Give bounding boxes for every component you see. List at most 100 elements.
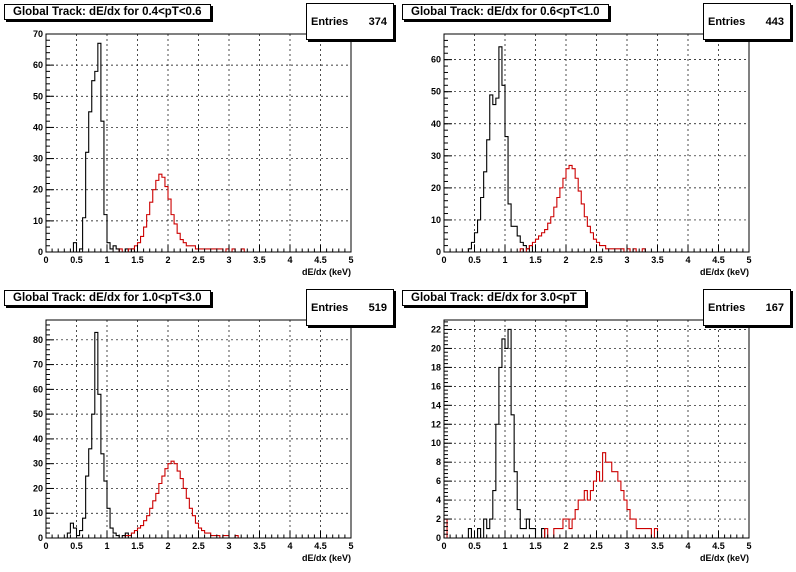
x-tick-label: 3 [226,541,231,551]
x-tick-label: 4 [287,255,292,265]
stats-box: Entries 167 [703,289,791,326]
y-tick-label: 10 [431,438,441,448]
x-tick-label: 3.5 [253,255,266,265]
stats-value: 167 [765,302,784,314]
x-tick-label: 1.5 [529,541,542,551]
y-tick-label: 10 [431,215,441,225]
y-tick-label: 4 [436,495,441,505]
x-tick-label: 2.5 [192,541,205,551]
stats-label: Entries [708,302,746,314]
plot-title: Global Track: dE/dx for 3.0<pT [402,290,586,306]
x-tick-label: 3 [624,541,629,551]
stats-label: Entries [311,302,349,314]
x-tick-label: 0.5 [70,255,83,265]
x-tick-label: 2.5 [192,255,205,265]
y-tick-label: 60 [33,60,43,70]
plot-svg: 0 0.5 1 1.5 2 2.5 3 3.5 4 4.5 5010203040506070dE/d… [33,29,354,277]
plot-title: Global Track: dE/dx for 1.0<pT<3.0 [4,290,211,306]
x-tick-label: 0 [441,541,446,551]
x-tick-label: 3.5 [253,541,266,551]
x-tick-label: 2 [563,255,568,265]
x-tick-label: 1 [104,541,109,551]
x-tick-label: 1.5 [131,541,144,551]
x-tick-label: 2 [165,541,170,551]
y-tick-label: 6 [436,476,441,486]
y-tick-label: 50 [431,87,441,97]
x-tick-label: 5 [746,541,751,551]
x-tick-label: 4 [685,255,690,265]
stats-label: Entries [708,16,746,28]
histogram-series-2 [107,173,321,253]
y-tick-label: 60 [431,55,441,65]
x-tick-label: 0.5 [468,541,481,551]
y-tick-label: 2 [436,514,441,524]
y-tick-label: 0 [38,247,43,257]
histogram-panel-4: 0 0.5 1 1.5 2 2.5 3 3.5 4 4.5 5 0 2 4 6 8 10 12 14 16 18 20 22… [398,286,796,572]
x-tick-label: 1.5 [529,255,542,265]
y-tick-label: 50 [33,409,43,419]
y-tick-label: 30 [33,459,43,469]
x-tick-label: 4.5 [712,541,725,551]
x-tick-label: 5 [746,255,751,265]
y-tick-label: 20 [33,185,43,195]
x-tick-label: 3 [624,255,629,265]
x-tick-label: 5 [348,255,353,265]
y-tick-label: 10 [33,508,43,518]
y-tick-label: 12 [431,419,441,429]
x-tick-label: 0 [43,541,48,551]
y-tick-label: 22 [431,324,441,334]
x-tick-label: 4.5 [712,255,725,265]
x-tick-label: 2.5 [590,541,603,551]
x-tick-label: 1 [502,541,507,551]
plot-svg: 0 0.5 1 1.5 2 2.5 3 3.5 4 4.5 501020304050607080dE… [33,319,354,563]
y-tick-label: 40 [431,119,441,129]
stats-box: Entries 443 [703,3,791,40]
stats-box: Entries 519 [306,289,394,326]
histogram-series-1 [72,42,135,253]
x-tick-label: 0 [441,255,446,265]
x-axis-label: dE/dx (keV) [302,267,351,277]
x-tick-label: 2 [563,541,568,551]
stats-value: 519 [368,302,387,314]
y-tick-label: 70 [33,360,43,370]
plot-title: Global Track: dE/dx for 0.6<pT<1.0 [402,4,609,20]
y-tick-label: 10 [33,216,43,226]
y-tick-label: 30 [431,151,441,161]
y-tick-label: 14 [431,400,441,410]
x-axis-label: dE/dx (keV) [700,267,749,277]
y-tick-label: 40 [33,434,43,444]
x-tick-label: 4 [287,541,292,551]
x-tick-label: 4.5 [314,541,327,551]
y-tick-label: 70 [33,29,43,39]
x-tick-label: 1 [104,255,109,265]
x-tick-label: 4.5 [314,255,327,265]
y-tick-label: 0 [436,247,441,257]
x-tick-label: 3.5 [651,541,664,551]
x-tick-label: 3 [226,255,231,265]
histogram-panel-3: 0 0.5 1 1.5 2 2.5 3 3.5 4 4.5 5 0 10 20 30 40 50 60 70 80 dE… [0,286,398,572]
y-tick-label: 30 [33,154,43,164]
y-tick-label: 80 [33,335,43,345]
y-tick-label: 50 [33,91,43,101]
histogram-series-1 [465,46,533,253]
y-tick-label: 0 [436,533,441,543]
x-tick-label: 0.5 [468,255,481,265]
x-axis-label: dE/dx (keV) [302,553,351,563]
stats-value: 374 [368,16,387,28]
y-tick-label: 40 [33,122,43,132]
y-tick-label: 18 [431,362,441,372]
x-tick-label: 4 [685,541,690,551]
histogram-panel-1: 0 0.5 1 1.5 2 2.5 3 3.5 4 4.5 5 0 10 20 30 40 50 60 70 dE/d… [0,0,398,286]
x-tick-label: 1 [502,255,507,265]
stats-value: 443 [765,16,784,28]
plot-svg: 0 0.5 1 1.5 2 2.5 3 3.5 4 4.5 50102030405060dE/dx … [431,33,752,277]
plot-title: Global Track: dE/dx for 0.4<pT<0.6 [4,4,211,20]
x-tick-label: 0 [43,255,48,265]
y-tick-label: 20 [431,343,441,353]
y-tick-label: 8 [436,457,441,467]
stats-label: Entries [311,16,349,28]
histogram-series-1 [467,328,546,539]
x-tick-label: 1.5 [131,255,144,265]
x-tick-label: 2.5 [590,255,603,265]
stats-box: Entries 374 [306,3,394,40]
